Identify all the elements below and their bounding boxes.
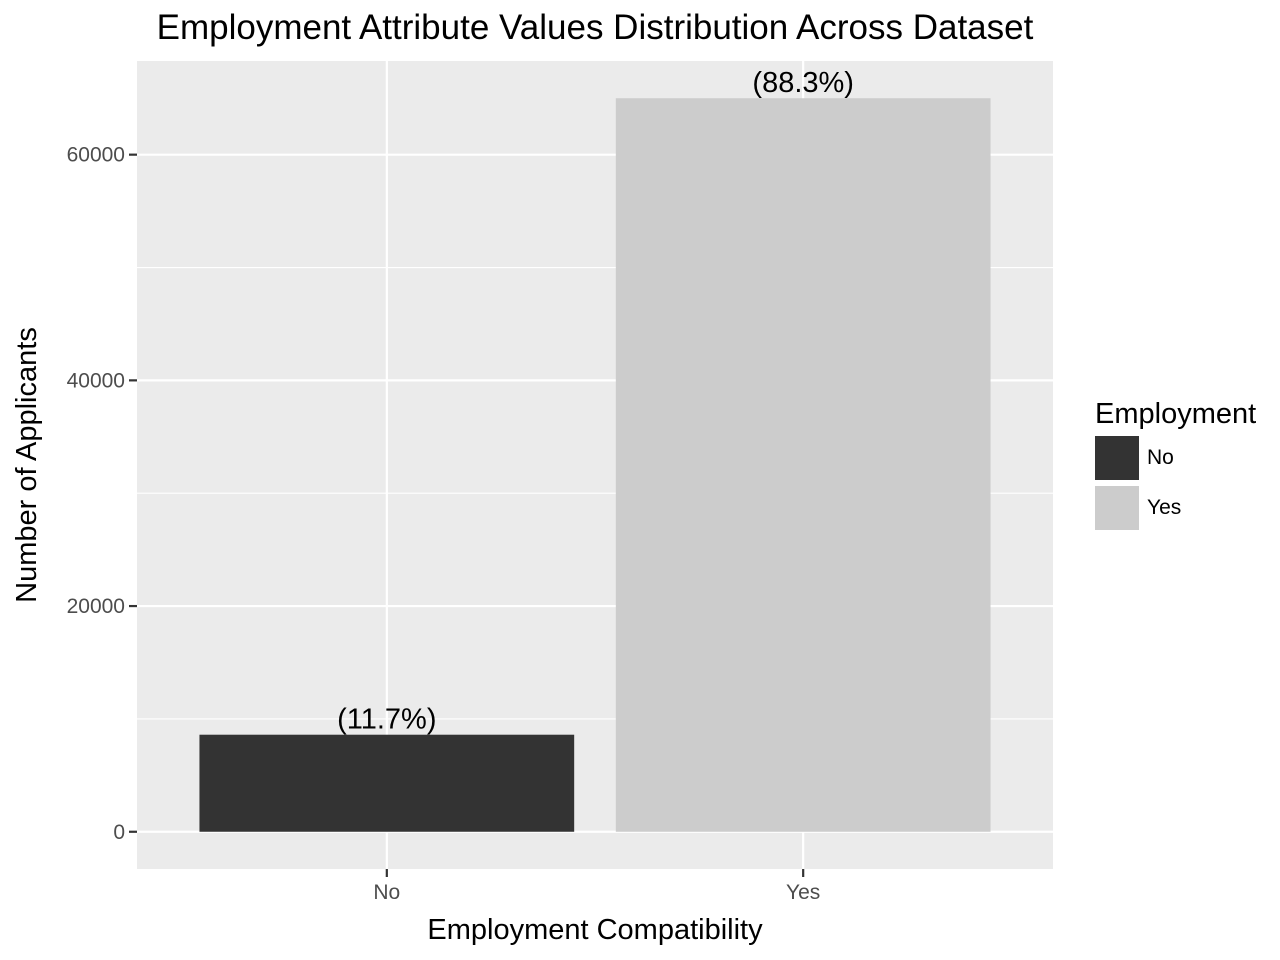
x-axis: No Yes — [373, 869, 820, 904]
y-tick-label: 60000 — [67, 144, 125, 167]
bar-no — [199, 734, 575, 832]
x-tick-label: Yes — [786, 881, 820, 904]
bar-label-no: (11.7%) — [337, 704, 436, 736]
chart-title: Employment Attribute Values Distribution… — [157, 8, 1034, 47]
legend-entries: No Yes — [1095, 436, 1181, 530]
legend-swatch-yes — [1095, 486, 1139, 530]
legend: Employment No Yes — [1095, 398, 1256, 530]
legend-label-no: No — [1147, 446, 1174, 469]
legend-swatch-no — [1095, 436, 1139, 480]
x-tick-label: No — [373, 881, 400, 904]
y-tick-label: 20000 — [67, 595, 125, 618]
y-tick-label: 40000 — [67, 369, 125, 392]
x-axis-title: Employment Compatibility — [427, 914, 763, 946]
y-axis-title: Number of Applicants — [11, 327, 43, 603]
y-axis: 0 20000 40000 60000 — [67, 144, 137, 844]
legend-title: Employment — [1095, 398, 1256, 430]
legend-label-yes: Yes — [1147, 496, 1181, 519]
y-tick-label: 0 — [113, 821, 125, 844]
bars — [199, 98, 991, 832]
bar-yes — [615, 98, 991, 832]
bar-value-labels: (11.7%) (88.3%) — [337, 67, 854, 735]
bar-label-yes: (88.3%) — [752, 67, 854, 99]
